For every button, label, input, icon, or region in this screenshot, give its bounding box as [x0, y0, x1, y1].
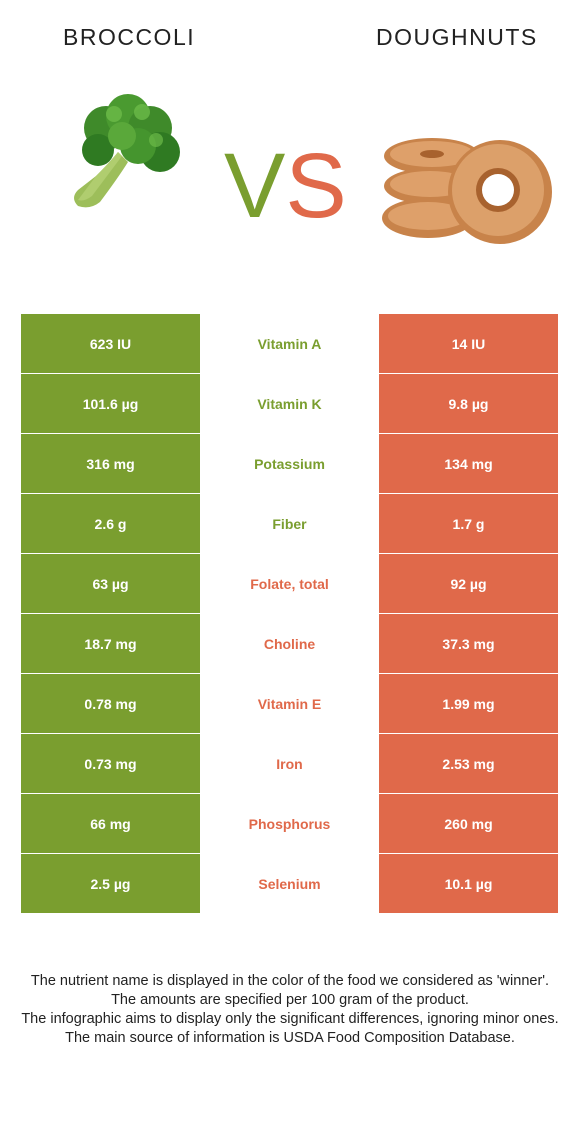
- nutrient-name-cell: Choline: [200, 614, 379, 673]
- nutrient-name-cell: Phosphorus: [200, 794, 379, 853]
- right-value-cell: 14 IU: [379, 314, 558, 373]
- right-value-cell: 37.3 mg: [379, 614, 558, 673]
- vs-label: VS: [224, 138, 347, 234]
- table-row: 316 mg Potassium 134 mg: [21, 434, 558, 493]
- right-value-cell: 92 µg: [379, 554, 558, 613]
- left-food-title: BROCCOLI: [63, 24, 196, 50]
- left-value-cell: 0.78 mg: [21, 674, 200, 733]
- comparison-table: 623 IU Vitamin A 14 IU 101.6 µg Vitamin K 9.8…: [21, 314, 558, 914]
- right-value-cell: 9.8 µg: [379, 374, 558, 433]
- nutrient-name-cell: Folate, total: [200, 554, 379, 613]
- footer-line-1: The nutrient name is displayed in the co…: [30, 973, 550, 989]
- nutrient-name-cell: Potassium: [200, 434, 379, 493]
- left-value-cell: 63 µg: [21, 554, 200, 613]
- table-row: 2.6 g Fiber 1.7 g: [21, 494, 558, 553]
- right-value-cell: 260 mg: [379, 794, 558, 853]
- table-row: 0.78 mg Vitamin E 1.99 mg: [21, 674, 558, 733]
- nutrient-name-cell: Selenium: [200, 854, 379, 913]
- left-value-cell: 316 mg: [21, 434, 200, 493]
- table-row: 0.73 mg Iron 2.53 mg: [21, 734, 558, 793]
- left-value-cell: 66 mg: [21, 794, 200, 853]
- right-value-cell: 10.1 µg: [379, 854, 558, 913]
- table-row: 18.7 mg Choline 37.3 mg: [21, 614, 558, 673]
- vs-s-letter: S: [285, 135, 347, 237]
- footer-line-4: The main source of information is USDA F…: [65, 1030, 515, 1046]
- nutrient-name-cell: Fiber: [200, 494, 379, 553]
- right-value-cell: 134 mg: [379, 434, 558, 493]
- table-row: 2.5 µg Selenium 10.1 µg: [21, 854, 558, 913]
- nutrient-name-cell: Vitamin E: [200, 674, 379, 733]
- left-value-cell: 18.7 mg: [21, 614, 200, 673]
- left-value-cell: 0.73 mg: [21, 734, 200, 793]
- right-value-cell: 2.53 mg: [379, 734, 558, 793]
- left-value-cell: 2.6 g: [21, 494, 200, 553]
- footer-line-3: The infographic aims to display only the…: [21, 1011, 559, 1027]
- left-value-cell: 2.5 µg: [21, 854, 200, 913]
- vs-v-letter: V: [224, 135, 286, 237]
- broccoli-image: [74, 94, 180, 208]
- right-food-title: DOUGHNUTS: [376, 24, 538, 50]
- nutrient-name-cell: Vitamin A: [200, 314, 379, 373]
- right-value-cell: 1.7 g: [379, 494, 558, 553]
- doughnuts-image: [382, 138, 552, 244]
- left-value-cell: 101.6 µg: [21, 374, 200, 433]
- table-row: 101.6 µg Vitamin K 9.8 µg: [21, 374, 558, 433]
- left-value-cell: 623 IU: [21, 314, 200, 373]
- table-row: 63 µg Folate, total 92 µg: [21, 554, 558, 613]
- table-row: 66 mg Phosphorus 260 mg: [21, 794, 558, 853]
- footer-line-2: The amounts are specified per 100 gram o…: [111, 992, 469, 1008]
- footer-notes: The nutrient name is displayed in the co…: [10, 972, 570, 1048]
- right-value-cell: 1.99 mg: [379, 674, 558, 733]
- nutrient-name-cell: Vitamin K: [200, 374, 379, 433]
- table-row: 623 IU Vitamin A 14 IU: [21, 314, 558, 373]
- nutrient-name-cell: Iron: [200, 734, 379, 793]
